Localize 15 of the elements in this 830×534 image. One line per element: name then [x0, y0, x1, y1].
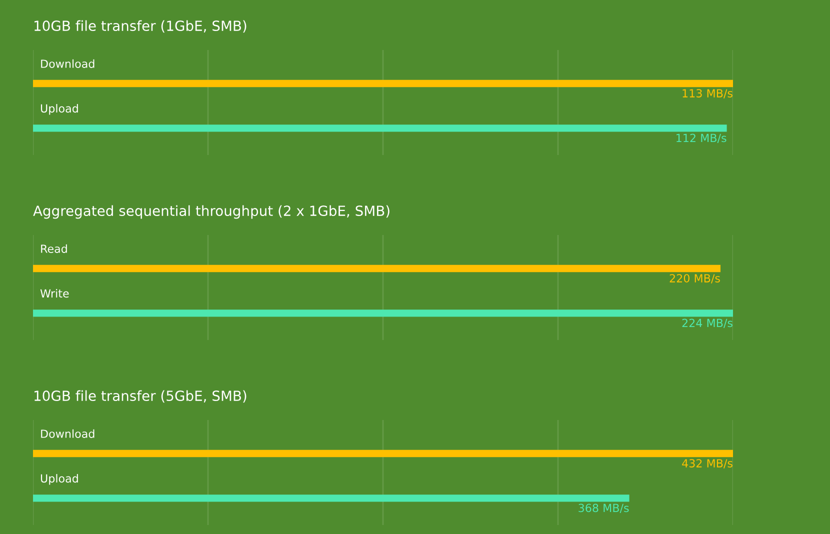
- y-tick-label: Download: [41, 429, 94, 438]
- data-label: 368 MB/s: [578, 504, 629, 514]
- data-label: 432 MB/s: [682, 459, 732, 468]
- data-label: 113 MB/s: [682, 89, 732, 98]
- y-tick-label: Upload: [40, 104, 78, 115]
- y-tick-label: Download: [41, 59, 94, 68]
- data-label: 112 MB/s: [676, 134, 726, 144]
- chart-title: 10GB file transfer (1GbE, SMB): [34, 20, 246, 33]
- y-tick-label: Upload: [40, 474, 78, 485]
- y-tick-label: Read: [41, 244, 67, 253]
- chart-title: 10GB file transfer (5GbE, SMB): [34, 390, 246, 403]
- chart-title: Aggregated sequential throughput (2 x 1GbE, SMB): [33, 205, 390, 219]
- data-label: 220 MB/s: [670, 274, 720, 284]
- data-label: 224 MB/s: [682, 318, 732, 328]
- y-tick-label: Write: [40, 289, 69, 298]
